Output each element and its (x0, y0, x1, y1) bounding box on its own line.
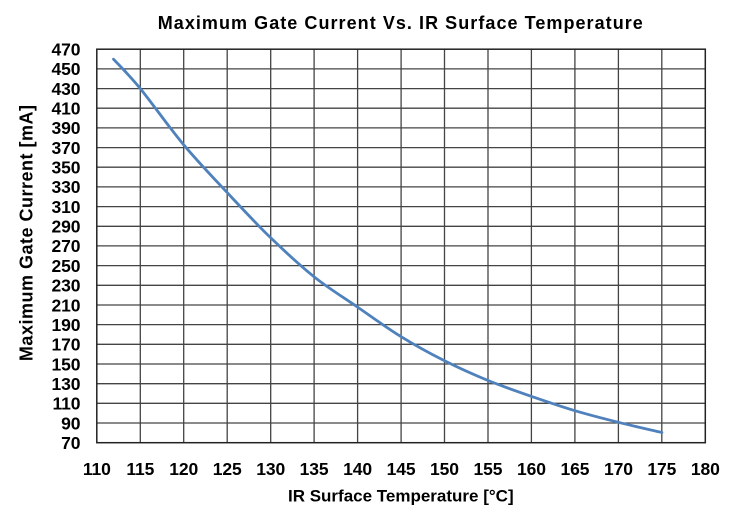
svg-text:150: 150 (51, 354, 80, 374)
svg-text:270: 270 (51, 236, 80, 256)
svg-text:470: 470 (51, 40, 80, 60)
svg-text:Maximum Gate Current [mA]: Maximum Gate Current [mA] (17, 105, 37, 362)
svg-text:350: 350 (51, 158, 80, 178)
svg-text:130: 130 (51, 374, 80, 394)
svg-text:Maximum Gate Current Vs. IR Su: Maximum Gate Current Vs. IR Surface Temp… (158, 13, 644, 33)
svg-text:430: 430 (51, 79, 80, 99)
svg-text:290: 290 (51, 217, 80, 237)
svg-text:450: 450 (51, 59, 80, 79)
svg-text:115: 115 (126, 459, 154, 479)
svg-text:310: 310 (51, 197, 80, 217)
svg-text:90: 90 (61, 413, 81, 433)
svg-text:110: 110 (83, 459, 111, 479)
svg-text:IR Surface Temperature [°C]: IR Surface Temperature [°C] (288, 486, 514, 505)
svg-text:155: 155 (474, 459, 503, 479)
svg-text:330: 330 (51, 177, 80, 197)
svg-text:230: 230 (51, 276, 80, 296)
svg-text:135: 135 (300, 459, 329, 479)
svg-text:170: 170 (51, 335, 80, 355)
svg-text:150: 150 (430, 459, 459, 479)
svg-text:120: 120 (169, 459, 198, 479)
svg-text:165: 165 (560, 459, 589, 479)
svg-text:175: 175 (647, 459, 676, 479)
svg-text:410: 410 (51, 99, 80, 119)
svg-text:190: 190 (51, 315, 80, 335)
svg-text:160: 160 (517, 459, 546, 479)
svg-text:370: 370 (51, 138, 80, 158)
svg-text:125: 125 (213, 459, 242, 479)
svg-text:390: 390 (51, 118, 80, 138)
svg-text:110: 110 (52, 394, 80, 414)
svg-text:170: 170 (604, 459, 633, 479)
svg-text:70: 70 (61, 433, 81, 453)
svg-text:180: 180 (691, 459, 720, 479)
svg-text:140: 140 (343, 459, 372, 479)
svg-text:210: 210 (51, 295, 80, 315)
svg-text:130: 130 (256, 459, 285, 479)
svg-text:250: 250 (51, 256, 80, 276)
svg-text:145: 145 (387, 459, 416, 479)
